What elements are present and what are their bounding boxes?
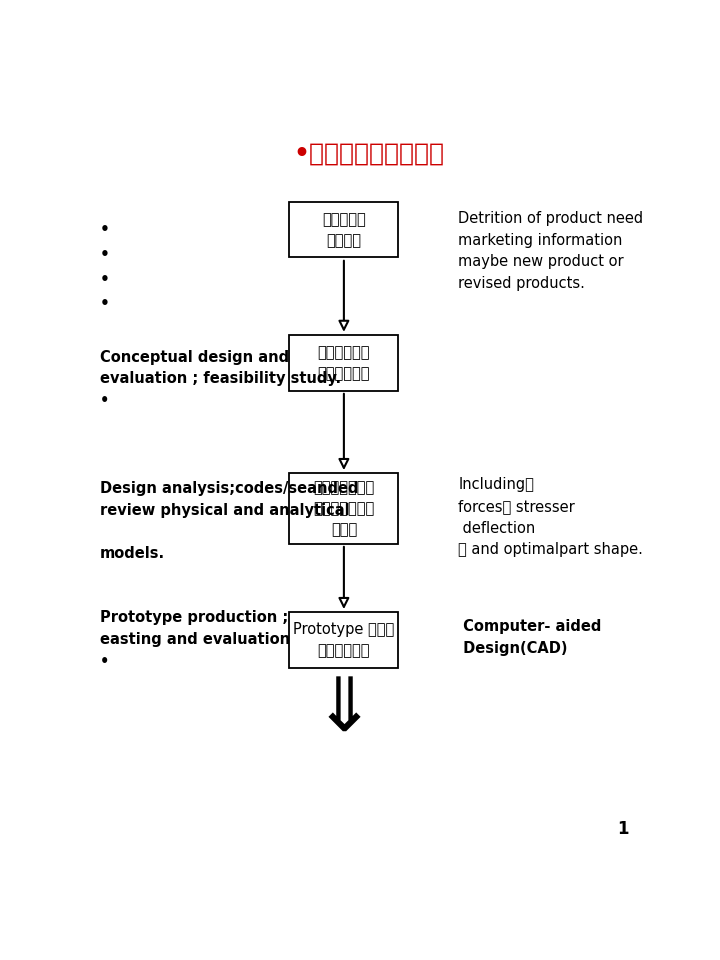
Text: Conceptual design and
evaluation ; feasibility study.
•: Conceptual design and evaluation ; feasi… xyxy=(100,349,341,408)
Text: 產品定義及
市場調查: 產品定義及 市場調查 xyxy=(322,212,366,248)
Text: ⇓: ⇓ xyxy=(312,674,375,747)
Text: Prototype production ;
easting and evaluation
•: Prototype production ; easting and evalu… xyxy=(100,611,290,669)
Text: 設計分析（產品
分析模型及實體
模型）: 設計分析（產品 分析模型及實體 模型） xyxy=(313,480,374,537)
Text: 1: 1 xyxy=(617,820,629,838)
Text: Including：
forces， stresser
 deflection
， and optimalpart shape.: Including： forces， stresser deflection ，… xyxy=(459,477,643,557)
Bar xyxy=(289,473,398,543)
Bar xyxy=(289,612,398,668)
Text: Prototype 原型製
作與測試評估: Prototype 原型製 作與測試評估 xyxy=(293,622,395,658)
Text: Detrition of product need
marketing information
maybe new product or
revised pro: Detrition of product need marketing info… xyxy=(459,211,644,291)
Text: Computer- aided
 Design(CAD): Computer- aided Design(CAD) xyxy=(459,619,602,656)
Bar xyxy=(289,335,398,391)
Text: •
•
•
•: • • • • xyxy=(100,223,110,311)
Text: Design analysis;codes/seanded
review physical and analytical

models.: Design analysis;codes/seanded review phy… xyxy=(100,481,359,561)
Bar xyxy=(289,202,398,257)
Text: 產品概念設計
及可行性評估: 產品概念設計 及可行性評估 xyxy=(318,345,370,381)
Text: •產品設計及製造流程: •產品設計及製造流程 xyxy=(294,142,444,166)
